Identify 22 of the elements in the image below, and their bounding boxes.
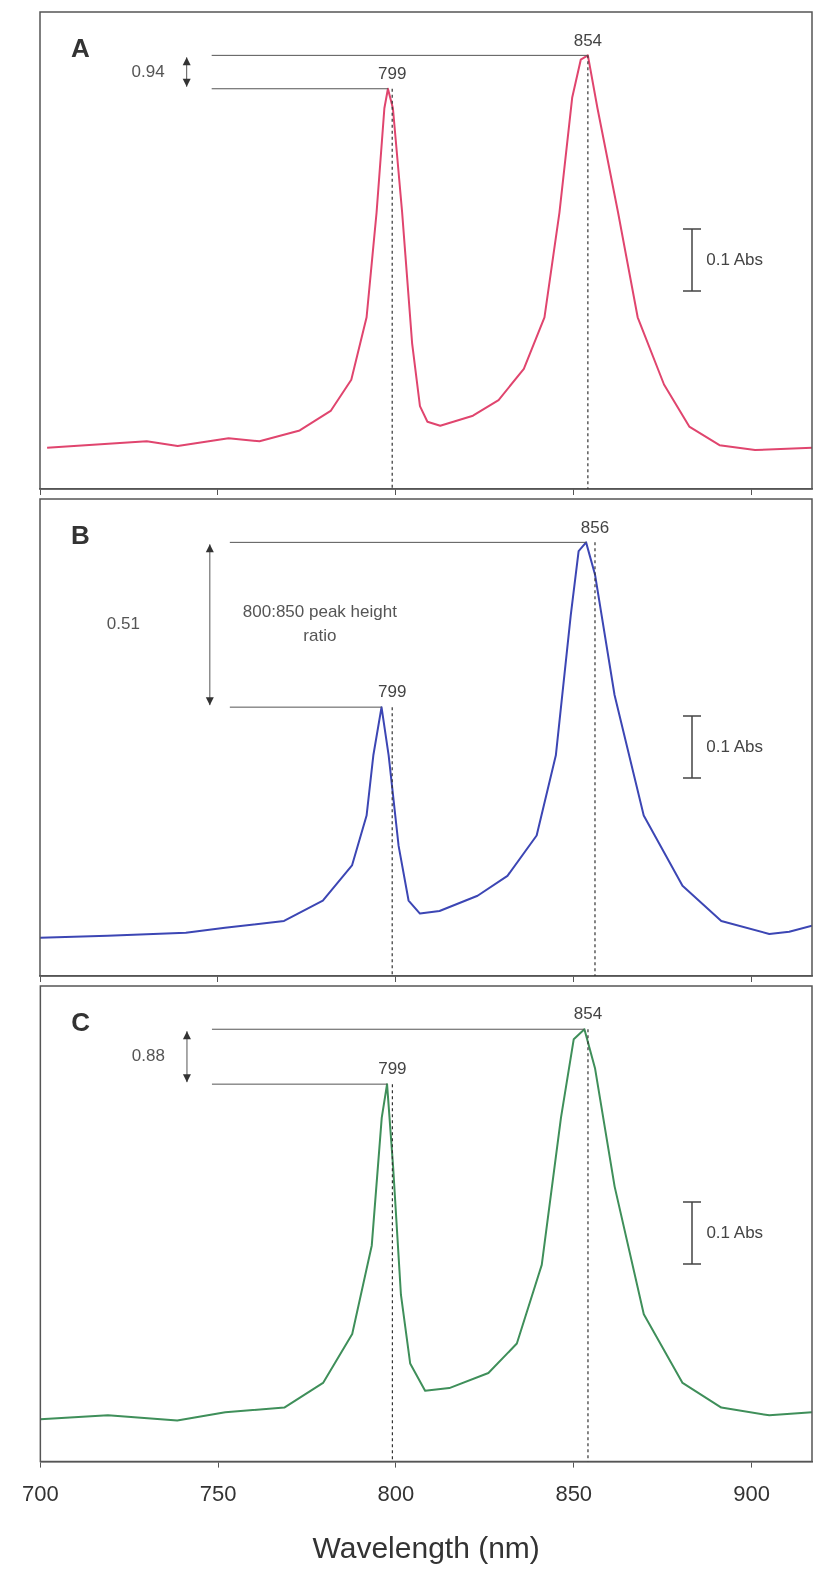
annotation: 0.1 Abs <box>706 249 764 269</box>
annotation: 0.1 Abs <box>706 736 764 756</box>
annotation: B <box>70 520 90 551</box>
annotation: C <box>71 1007 91 1038</box>
ref-line-label: 854 <box>573 30 603 50</box>
annotation: 0.88 <box>131 1046 165 1066</box>
ref-line-label: 854 <box>573 1004 603 1024</box>
x-tick-label: 800 <box>377 1480 415 1506</box>
annotation: 0.94 <box>131 61 165 81</box>
ref-line-label: 799 <box>378 682 407 702</box>
annotation: 800:850 peak height ratio <box>242 602 398 646</box>
ref-line-label: 799 <box>378 63 407 83</box>
x-axis-title: Wavelength (nm) <box>312 1531 540 1565</box>
x-tick-label: 850 <box>555 1480 593 1506</box>
annotation: A <box>70 33 90 64</box>
x-tick-label: 900 <box>733 1480 770 1506</box>
ref-line-label: 799 <box>378 1059 407 1079</box>
x-tick-label: 700 <box>21 1480 59 1506</box>
x-tick-label: 750 <box>199 1480 237 1506</box>
annotation: 0.1 Abs <box>706 1223 764 1242</box>
annotation: 0.51 <box>106 614 140 634</box>
ref-line-label: 856 <box>580 517 610 537</box>
